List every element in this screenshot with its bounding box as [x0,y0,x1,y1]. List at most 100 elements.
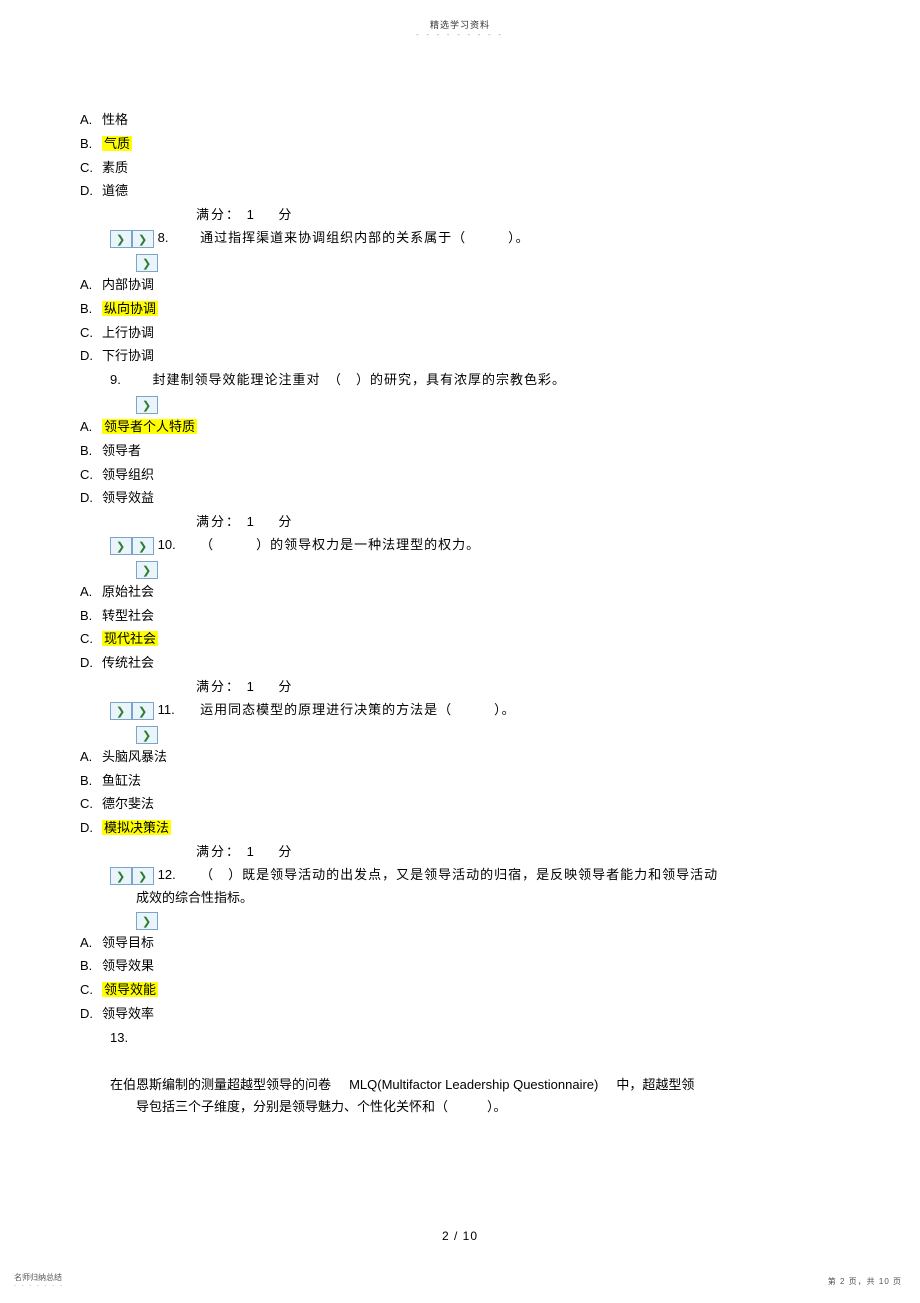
option-letter: C. [80,794,102,815]
q8-option-a: A.内部协调 [80,275,870,296]
q8-option-c: C.上行协调 [80,323,870,344]
score-value: 1 [247,207,256,222]
option-text: 领导者个人特质 [102,419,197,434]
q10-option-c: C.现代社会 [80,629,870,650]
q12-number: 12. [158,865,186,886]
option-letter: A. [80,275,102,296]
option-letter: B. [80,956,102,977]
doc-header-dots: - - - - - - - - - [0,32,920,39]
q9-option-b: B.领导者 [80,441,870,462]
tag-icon [132,867,154,885]
tag-icon [136,726,158,744]
q12-option-d: D.领导效率 [80,1004,870,1025]
option-text: 素质 [102,160,128,175]
q12-text-l2: 成效的综合性指标。 [80,888,870,909]
q10-text: （ ）的领导权力是一种法理型的权力。 [200,537,480,552]
option-text: 模拟决策法 [102,820,171,835]
option-letter: D. [80,346,102,367]
option-text: 领导效能 [102,982,158,997]
option-text: 领导效益 [102,490,154,505]
q11-number: 11. [158,700,186,721]
option-letter: D. [80,488,102,509]
option-letter: B. [80,299,102,320]
tag-icon [110,867,132,885]
footer-left-line1: 名师归纳总结 [14,1272,64,1283]
page-number: 2 / 10 [0,1229,920,1243]
q8-number: 8. [158,228,186,249]
tag-icon-group [110,535,154,556]
score-line: 满分： 1 分 [80,677,870,698]
tag-icon [132,702,154,720]
option-letter: D. [80,1004,102,1025]
option-letter: B. [80,134,102,155]
doc-header-title: 精选学习资料 [0,0,920,31]
q10-option-b: B.转型社会 [80,606,870,627]
tag-icon [136,396,158,414]
option-letter: D. [80,818,102,839]
q9-number: 9. [110,370,138,391]
q9-text: 封建制领导效能理论注重对 （ ）的研究，具有浓厚的宗教色彩。 [152,372,566,387]
score-value: 1 [247,844,256,859]
option-text: 现代社会 [102,631,158,646]
q11-option-b: B.鱼缸法 [80,771,870,792]
q10-option-d: D.传统社会 [80,653,870,674]
q13-number: 13. [110,1028,138,1049]
tag-icon-group [110,700,154,721]
option-text: 鱼缸法 [102,773,141,788]
score-label: 满分： [196,844,241,859]
q8-option-b: B.纵向协调 [80,299,870,320]
q9-option-c: C.领导组织 [80,465,870,486]
option-letter: C. [80,323,102,344]
option-letter: C. [80,158,102,179]
q7-option-d: D.道德 [80,181,870,202]
q10-line: 10. （ ）的领导权力是一种法理型的权力。 [80,535,870,556]
page: 精选学习资料 - - - - - - - - - A.性格 B.气质 C.素质 … [0,0,920,1303]
tag-icon [110,537,132,555]
q13-line1: 在伯恩斯编制的测量超越型领导的问卷 MLQ(Multifactor Leader… [80,1075,870,1096]
score-label: 满分： [196,679,241,694]
option-text: 上行协调 [102,325,154,340]
option-letter: B. [80,441,102,462]
q7-option-b: B.气质 [80,134,870,155]
q8-option-d: D.下行协调 [80,346,870,367]
option-text: 道德 [102,183,128,198]
tag-icon [136,254,158,272]
q12-option-a: A.领导目标 [80,933,870,954]
option-text: 领导目标 [102,935,154,950]
score-unit: 分 [278,207,293,222]
q10-number: 10. [158,535,186,556]
option-text: 领导效率 [102,1006,154,1021]
q13-l1-b: MLQ(Multifactor Leadership Questionnaire… [349,1077,598,1092]
score-unit: 分 [278,514,293,529]
q7-option-c: C.素质 [80,158,870,179]
option-letter: B. [80,606,102,627]
q9-option-d: D.领导效益 [80,488,870,509]
tag-icon [136,561,158,579]
option-text: 转型社会 [102,608,154,623]
option-letter: A. [80,582,102,603]
q11-option-a: A.头脑风暴法 [80,747,870,768]
q13-l1-a: 在伯恩斯编制的测量超越型领导的问卷 [110,1077,331,1092]
option-text: 传统社会 [102,655,154,670]
tag-icon [110,230,132,248]
option-text: 下行协调 [102,348,154,363]
q13-l1-c: 中，超越型领 [616,1077,694,1092]
score-label: 满分： [196,207,241,222]
score-unit: 分 [278,844,293,859]
tag-icon [132,230,154,248]
option-letter: D. [80,181,102,202]
option-text: 领导效果 [102,958,154,973]
option-text: 德尔斐法 [102,796,154,811]
q8-text: 通过指挥渠道来协调组织内部的关系属于（ ）。 [200,230,530,245]
q13-num-line: 13. [80,1028,870,1049]
option-letter: D. [80,653,102,674]
option-letter: C. [80,465,102,486]
option-letter: B. [80,771,102,792]
option-letter: C. [80,980,102,1001]
option-letter: A. [80,933,102,954]
option-text: 纵向协调 [102,301,158,316]
option-text: 领导者 [102,443,141,458]
tag-icon-group [110,865,154,886]
option-text: 头脑风暴法 [102,749,167,764]
score-value: 1 [247,514,256,529]
